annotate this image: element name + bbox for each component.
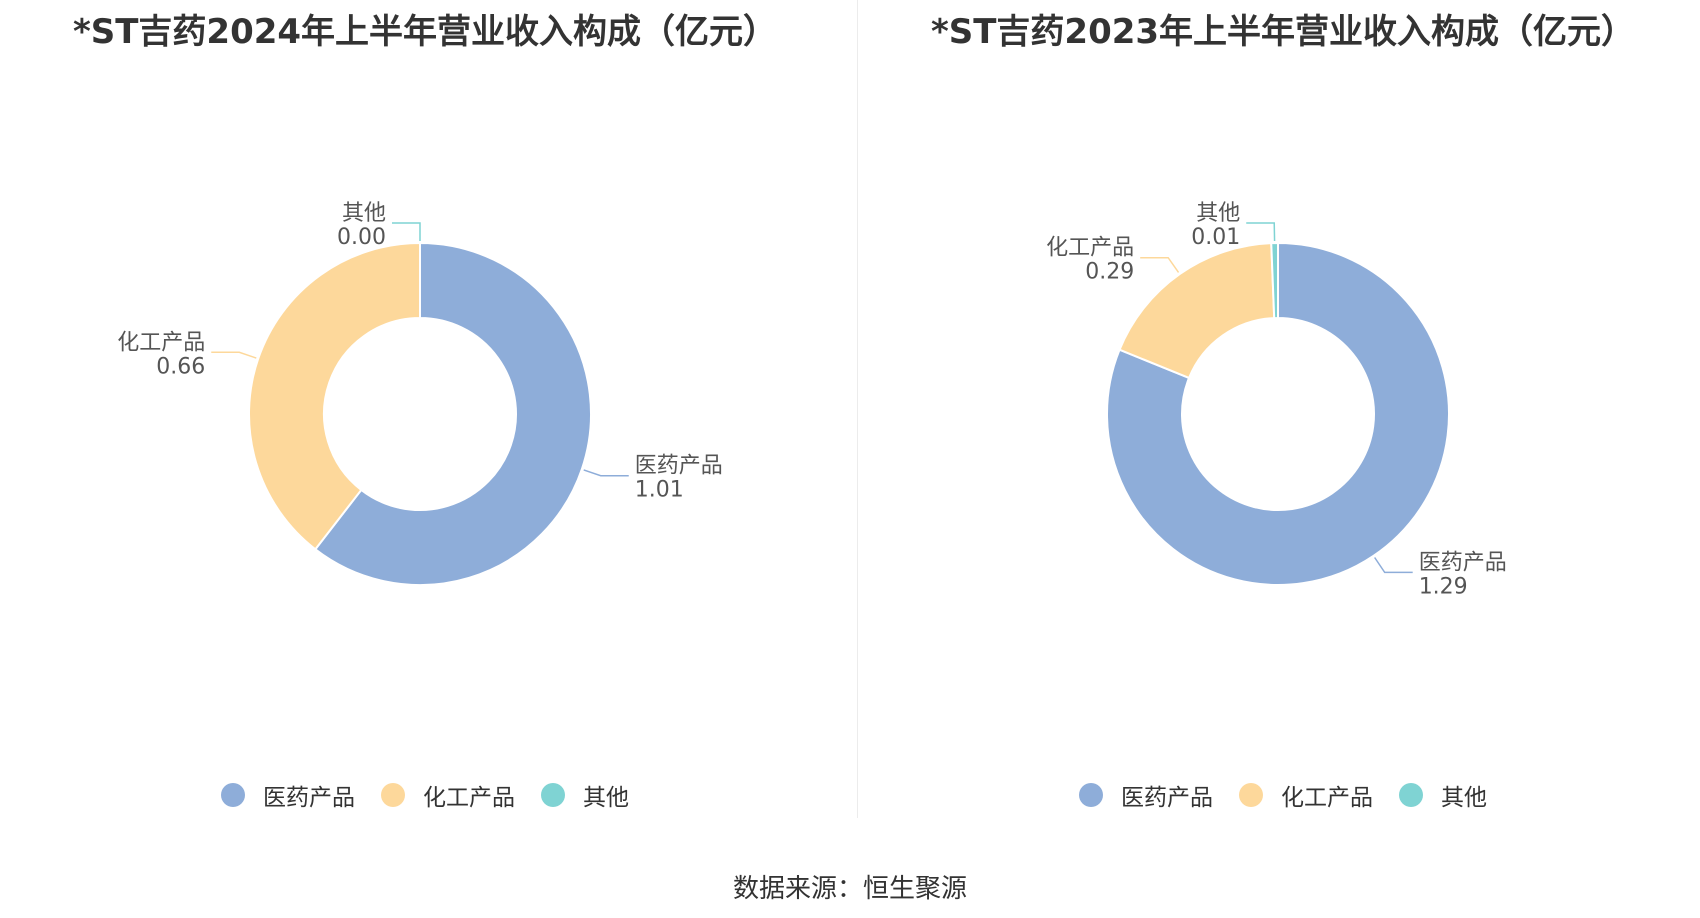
data-label-name-chemical: 化工产品 [1046, 236, 1134, 261]
legend-dot-icon [381, 783, 405, 807]
chart-panel-2024: *ST吉药2024年上半年营业收入构成（亿元） 医药产品 1.01 化工产品 0.66… [0, 0, 850, 820]
legend-dot-icon [1399, 783, 1423, 807]
data-label-value-pharma: 1.29 [1419, 574, 1468, 599]
legend-label: 其他 [1441, 785, 1487, 811]
data-label-value-other: 0.00 [337, 225, 386, 250]
legend: 医药产品 化工产品 其他 [0, 778, 850, 812]
legend-item-other[interactable]: 其他 [541, 778, 629, 812]
data-label-value-chemical: 0.29 [1085, 260, 1134, 285]
data-label-value-chemical: 0.66 [156, 354, 205, 379]
leader-line-pharma [583, 469, 629, 477]
data-label-value-other: 0.01 [1191, 225, 1240, 250]
data-label-name-pharma: 医药产品 [1419, 550, 1507, 575]
donut-slice-pharma[interactable] [313, 241, 592, 586]
donut-slice-chemical[interactable] [1118, 242, 1276, 380]
donut-slice-chemical[interactable] [248, 241, 421, 551]
legend-item-chemical[interactable]: 化工产品 [381, 778, 515, 812]
legend-item-other[interactable]: 其他 [1399, 778, 1487, 812]
legend-item-pharma[interactable]: 医药产品 [1079, 778, 1213, 812]
data-source: 数据来源：恒生聚源 [732, 874, 967, 904]
data-label-name-other: 其他 [342, 201, 386, 226]
donut-slice-other[interactable] [1270, 241, 1279, 320]
legend-label: 其他 [583, 785, 629, 811]
data-label-name-pharma: 医药产品 [635, 454, 723, 479]
leader-line-other [1246, 222, 1276, 242]
legend-dot-icon [1239, 783, 1263, 807]
legend-dot-icon [1079, 783, 1103, 807]
data-label-value-pharma: 1.01 [635, 478, 684, 503]
legend-item-chemical[interactable]: 化工产品 [1239, 778, 1373, 812]
chart-title: *ST吉药2024年上半年营业收入构成（亿元） [72, 12, 778, 52]
chart-panel-2023: *ST吉药2023年上半年营业收入构成（亿元） 医药产品 1.29 化工产品 0.29… [858, 0, 1700, 820]
chart-title: *ST吉药2023年上半年营业收入构成（亿元） [930, 12, 1636, 52]
leader-line-other [392, 222, 421, 241]
legend-label: 化工产品 [1281, 785, 1373, 811]
legend-dot-icon [221, 783, 245, 807]
data-label-name-other: 其他 [1196, 201, 1240, 226]
legend-label: 医药产品 [1121, 785, 1213, 811]
leader-line-chemical [211, 351, 257, 359]
panel-divider [857, 0, 858, 818]
leader-line-pharma [1374, 557, 1413, 574]
donut-slice-pharma[interactable] [1106, 241, 1450, 586]
legend-item-pharma[interactable]: 医药产品 [221, 778, 355, 812]
data-label-name-chemical: 化工产品 [117, 330, 205, 355]
legend-dot-icon [541, 783, 565, 807]
legend: 医药产品 化工产品 其他 [858, 778, 1700, 812]
legend-label: 医药产品 [263, 785, 355, 811]
legend-label: 化工产品 [423, 785, 515, 811]
leader-line-chemical [1140, 256, 1180, 273]
